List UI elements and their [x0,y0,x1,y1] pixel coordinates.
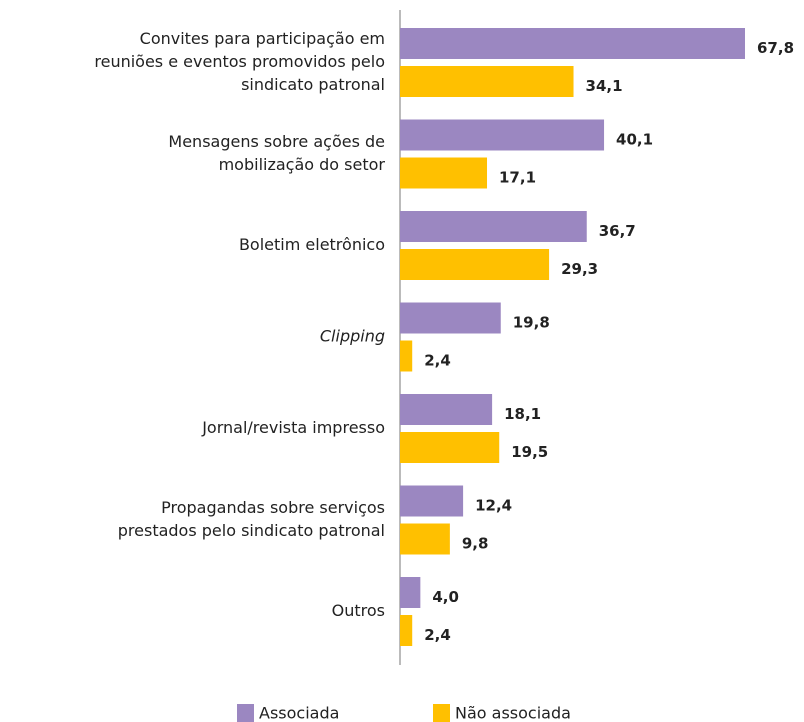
legend-swatch [237,704,254,722]
value-label: 36,7 [599,222,636,240]
bar [400,211,587,242]
legend-swatch [433,704,450,722]
bar [400,615,413,646]
value-label: 2,4 [424,352,451,370]
bar [400,432,500,463]
category-label: Propagandas sobre serviços [161,498,385,517]
legend-label: Não associada [455,704,571,722]
value-label: 18,1 [504,405,541,423]
legend-label: Associada [259,704,339,722]
value-label: 29,3 [561,260,598,278]
category-label: mobilização do setor [219,155,386,174]
value-label: 34,1 [586,77,623,95]
category-label: reuniões e eventos promovidos pelo [94,52,385,71]
bar [400,485,464,517]
bar [400,302,501,334]
value-label: 67,8 [757,39,794,57]
category-label: Jornal/revista impresso [201,418,385,437]
category-label: Clipping [320,327,385,346]
bar [400,249,550,280]
bar [400,394,493,425]
value-label: 2,4 [424,626,451,644]
value-label: 12,4 [475,497,512,515]
value-label: 17,1 [499,169,536,187]
category-label: Boletim eletrônico [239,235,385,254]
category-label: Mensagens sobre ações de [168,132,385,151]
bar [400,577,421,608]
category-label: Outros [332,601,385,620]
bar [400,157,488,189]
category-label: prestados pelo sindicato patronal [118,521,385,540]
category-label: Convites para participação em [140,29,385,48]
bar [400,523,450,555]
value-label: 4,0 [432,588,459,606]
bar [400,119,605,151]
bar [400,340,413,372]
bar [400,28,745,59]
value-label: 40,1 [616,131,653,149]
bar [400,66,574,97]
value-label: 19,8 [513,314,550,332]
category-label: sindicato patronal [241,75,385,94]
value-label: 19,5 [511,443,548,461]
value-label: 9,8 [462,535,489,553]
